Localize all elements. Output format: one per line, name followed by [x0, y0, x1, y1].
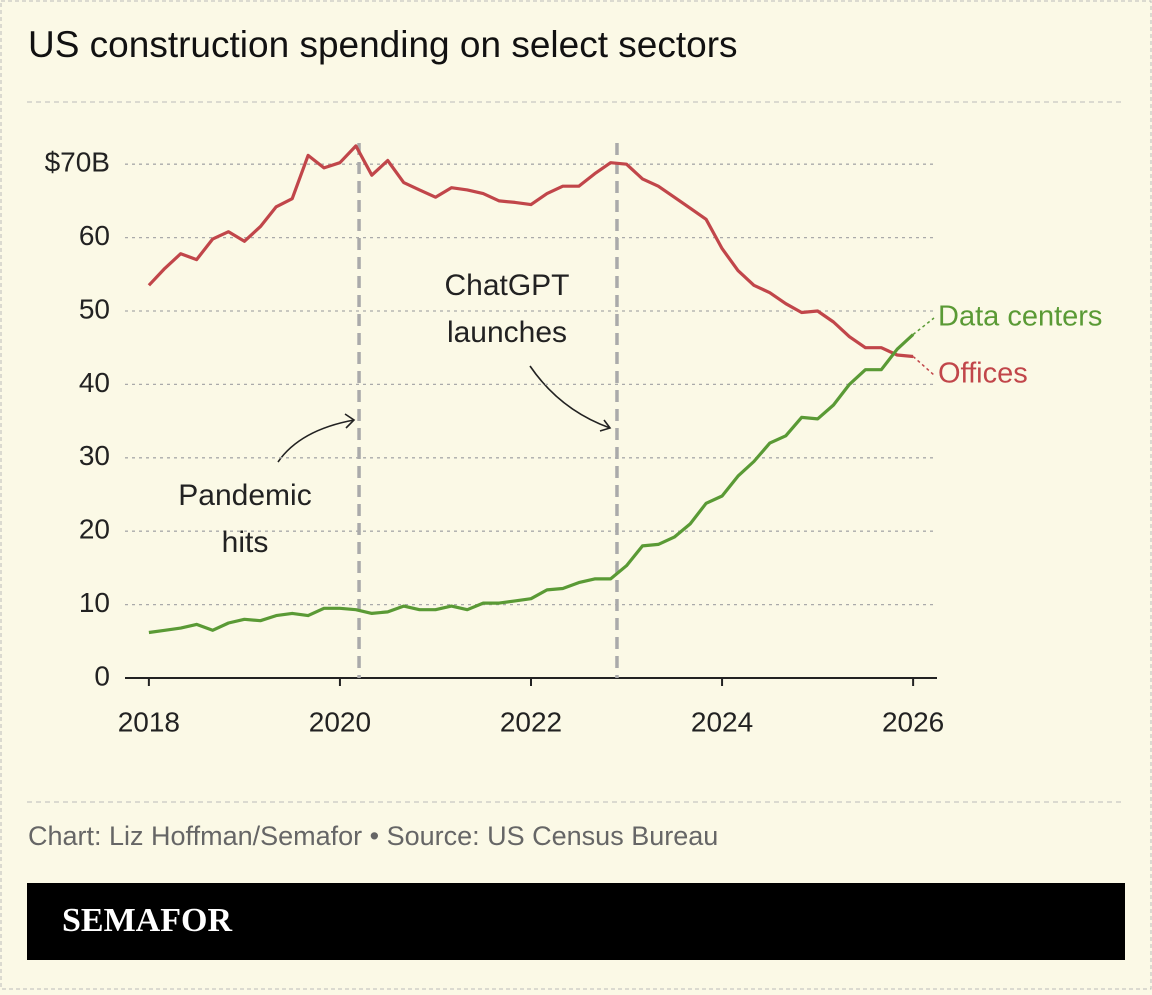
- annotation: hits: [222, 526, 269, 559]
- y-tick-label: 60: [79, 220, 110, 251]
- x-tick-label: 2022: [500, 706, 562, 737]
- arrow: [529, 365, 611, 429]
- y-tick-label: $70B: [45, 147, 110, 178]
- series-line: [148, 333, 915, 635]
- series-line: [147, 144, 914, 359]
- x-tick-label: 2018: [118, 706, 180, 737]
- x-tick-label: 2026: [882, 706, 944, 737]
- label-leader: [912, 355, 935, 376]
- annotation: Pandemic: [178, 479, 311, 512]
- y-tick-label: 20: [79, 514, 110, 545]
- series-label: Data centers: [938, 301, 1102, 333]
- y-tick-label: 40: [79, 367, 110, 398]
- x-tick-label: 2020: [309, 706, 371, 737]
- y-tick-label: 0: [94, 660, 110, 691]
- y-tick-label: 30: [79, 440, 110, 471]
- annotation: launches: [447, 316, 567, 349]
- series-label: Offices: [938, 358, 1028, 390]
- label-leader: [912, 317, 935, 336]
- y-tick-label: 50: [79, 293, 110, 324]
- arrow: [277, 419, 355, 463]
- x-tick-label: 2024: [691, 706, 753, 737]
- chart-title: US construction spending on select secto…: [28, 24, 738, 65]
- brand-bar: [27, 883, 1125, 960]
- arrow-head: [599, 419, 612, 432]
- annotation: ChatGPT: [444, 269, 569, 302]
- source: Chart: Liz Hoffman/Semafor • Source: US …: [28, 821, 718, 851]
- brand: SEMAFOR: [62, 902, 232, 939]
- y-tick-label: 10: [79, 587, 110, 618]
- arrow-head: [344, 413, 356, 429]
